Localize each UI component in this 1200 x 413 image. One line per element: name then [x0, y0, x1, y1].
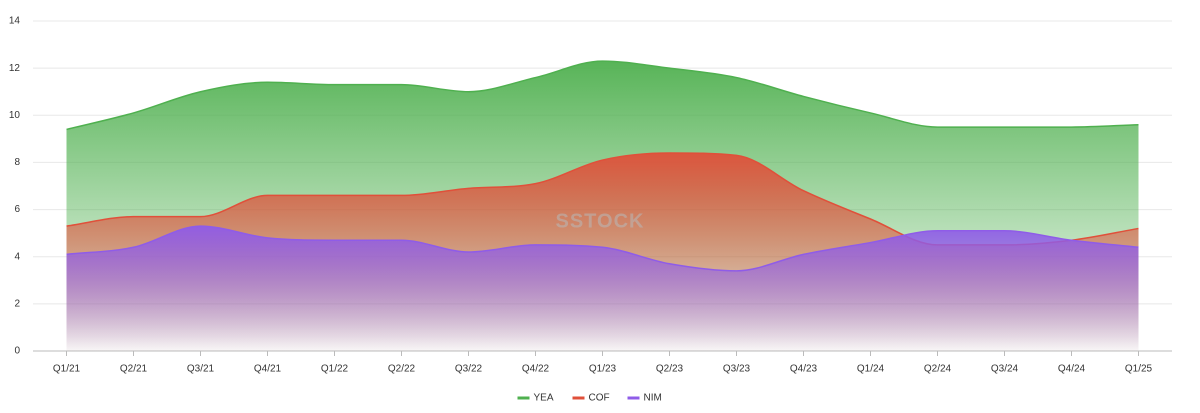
axes: 0 2 4 6 8 10 12 14 Q1/21 Q2/21 Q3/21 Q4/21 Q1/22 Q2/2… — [9, 16, 1153, 375]
x-tick-label: Q2/24 — [924, 364, 952, 375]
legend-label: NIM — [644, 393, 662, 404]
y-tick-label: 10 — [9, 110, 21, 121]
x-tick-label: Q2/23 — [656, 364, 684, 375]
y-tick-label: 8 — [14, 157, 20, 168]
x-tick-label: Q4/22 — [522, 364, 550, 375]
x-tick-label: Q3/23 — [723, 364, 751, 375]
x-tick-label: Q1/24 — [857, 364, 885, 375]
x-tick-label: Q4/21 — [254, 364, 282, 375]
legend-label: COF — [589, 393, 610, 404]
x-tick-label: Q2/22 — [388, 364, 416, 375]
area-line — [66, 60, 1139, 131]
y-tick-label: 4 — [14, 251, 20, 262]
area-line — [66, 225, 1139, 272]
x-tick-label: Q4/23 — [790, 364, 818, 375]
legend-label: YEA — [534, 393, 554, 404]
x-tick-label: Q1/22 — [321, 364, 349, 375]
legend: YEA COF NIM — [517, 393, 662, 404]
areas — [66, 60, 1139, 351]
y-tick-label: 6 — [14, 204, 20, 215]
y-tick-label: 0 — [14, 346, 20, 357]
area — [66, 226, 1139, 351]
x-tick-label: Q1/23 — [589, 364, 617, 375]
x-tick-label: Q1/21 — [53, 364, 81, 375]
x-tick-label: Q2/21 — [120, 364, 148, 375]
y-tick-label: 2 — [14, 298, 20, 309]
y-tick-label: 14 — [9, 16, 21, 27]
x-tick-label: Q4/24 — [1058, 364, 1086, 375]
y-tick-label: 12 — [9, 63, 21, 74]
x-tick-label: Q1/25 — [1125, 364, 1153, 375]
x-tick-label: Q3/21 — [187, 364, 215, 375]
x-tick-label: Q3/22 — [455, 364, 483, 375]
x-tick-label: Q3/24 — [991, 364, 1019, 375]
watermark: SSTOCK — [556, 210, 645, 232]
